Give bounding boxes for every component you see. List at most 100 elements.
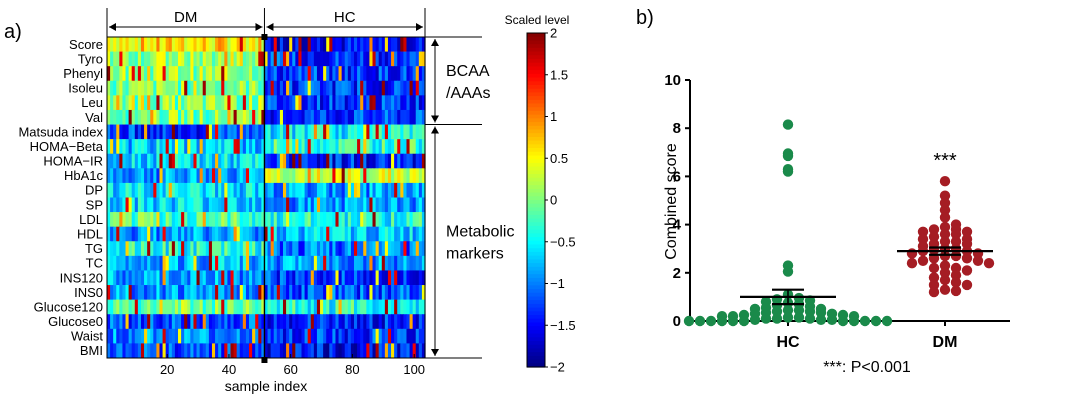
heatmap-cell xyxy=(357,66,361,82)
heatmap-cell xyxy=(403,124,408,140)
heatmap-cell xyxy=(131,139,136,155)
heatmap-cell xyxy=(196,139,201,155)
heatmap-cell xyxy=(147,270,151,286)
heatmap-cell xyxy=(134,241,139,257)
heatmap-cell xyxy=(128,226,133,242)
hc-data-point xyxy=(727,315,739,327)
heatmap-cell xyxy=(168,314,173,330)
heatmap-cell xyxy=(323,182,327,198)
heatmap-cell xyxy=(110,255,114,271)
colorbar-segment xyxy=(527,84,545,90)
heatmap-cell xyxy=(295,299,300,315)
heatmap-cell xyxy=(252,314,256,330)
heatmap-cell xyxy=(208,314,213,330)
heatmap-cell xyxy=(113,95,117,111)
heatmap-cell xyxy=(236,197,241,213)
heatmap-cell xyxy=(156,241,161,257)
heatmap-cell xyxy=(137,51,142,67)
heatmap-cell xyxy=(211,139,216,155)
heatmap-cell xyxy=(369,285,374,300)
heatmap-cell xyxy=(347,285,352,300)
heatmap-cell xyxy=(162,95,167,111)
heatmap-cell xyxy=(270,241,275,257)
heatmap-cell xyxy=(313,270,318,286)
heatmap-cell xyxy=(307,51,312,67)
heatmap-cell xyxy=(292,124,296,140)
heatmap-cell xyxy=(107,182,111,198)
heatmap-cell xyxy=(353,168,358,184)
heatmap-cell xyxy=(208,212,213,227)
heatmap-cell xyxy=(137,95,142,111)
heatmap-cell xyxy=(122,241,127,257)
heatmap-cell xyxy=(128,109,133,125)
heatmap-cell xyxy=(122,124,127,140)
heatmap-cell xyxy=(174,51,179,67)
heatmap-cell xyxy=(221,299,225,315)
heatmap-cell xyxy=(304,270,309,286)
heatmap-cell xyxy=(125,182,130,198)
heatmap-cell xyxy=(403,241,408,257)
heatmap-cell xyxy=(131,51,136,67)
heatmap-cell xyxy=(236,66,241,82)
heatmap-cell xyxy=(156,80,161,96)
heatmap-cell xyxy=(233,66,238,82)
heatmap-cell xyxy=(387,255,392,271)
heatmap-cell xyxy=(418,168,423,184)
heatmap-cell xyxy=(289,314,293,330)
heatmap-cell xyxy=(242,109,247,125)
heatmap-cell xyxy=(159,299,164,315)
heatmap-cell xyxy=(384,299,389,315)
colorbar-segment xyxy=(527,162,545,168)
heatmap-cell xyxy=(159,37,164,52)
heatmap-cell xyxy=(162,182,167,198)
heatmap-cell xyxy=(202,241,207,257)
heatmap-cell xyxy=(178,37,182,52)
heatmap-cell xyxy=(261,197,266,213)
heatmap-cell xyxy=(316,226,321,242)
heatmap-cell xyxy=(375,51,380,67)
heatmap-cell xyxy=(215,95,219,111)
heatmap-cell xyxy=(122,182,127,198)
heatmap-cell xyxy=(150,109,154,125)
heatmap-cell xyxy=(236,168,241,184)
heatmap-cell xyxy=(310,182,315,198)
heatmap-cell xyxy=(181,109,185,125)
heatmap-cell xyxy=(218,212,222,227)
heatmap-cell xyxy=(292,285,296,300)
heatmap-cell xyxy=(320,153,324,169)
heatmap-cell xyxy=(119,197,124,213)
heatmap-cell xyxy=(147,66,151,82)
heatmap-cell xyxy=(168,328,173,344)
heatmap-cell xyxy=(295,139,300,155)
heatmap-cell xyxy=(391,314,395,330)
heatmap-cell xyxy=(326,182,330,198)
heatmap-cell xyxy=(387,153,392,169)
heatmap-cell xyxy=(320,299,324,315)
heatmap-cell xyxy=(261,343,266,359)
heatmap-cell xyxy=(236,109,241,125)
heatmap-cell xyxy=(218,343,222,359)
heatmap-cell xyxy=(144,270,148,286)
heatmap-cell xyxy=(147,197,151,213)
heatmap-cell xyxy=(409,255,414,271)
heatmap-cell xyxy=(140,197,145,213)
heatmap-cell xyxy=(363,197,367,213)
heatmap-cell xyxy=(140,153,145,169)
colorbar-segment xyxy=(527,51,545,56)
heatmap-cell xyxy=(107,314,111,330)
colorbar-segment xyxy=(527,244,545,249)
heatmap-cell xyxy=(279,37,284,52)
heatmap-cell xyxy=(421,212,426,227)
heatmap-cell xyxy=(415,37,420,52)
heatmap-cell xyxy=(193,285,198,300)
heatmap-cell xyxy=(134,109,139,125)
heatmap-cell xyxy=(397,299,401,315)
heatmap-cell xyxy=(270,66,275,82)
colorbar-segment xyxy=(527,151,545,157)
heatmap-cell xyxy=(196,168,201,184)
heatmap-cell xyxy=(276,124,281,140)
dm-data-point xyxy=(950,262,962,274)
heatmap-cell xyxy=(125,270,130,286)
heatmap-cell xyxy=(227,66,232,82)
heatmap-cell xyxy=(144,314,148,330)
